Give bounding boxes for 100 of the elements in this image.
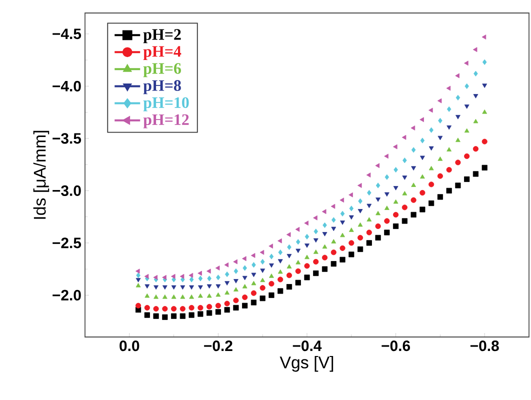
- point: [357, 183, 362, 188]
- point: [402, 134, 406, 140]
- point: [402, 204, 408, 210]
- point: [376, 182, 380, 188]
- point: [322, 209, 326, 214]
- point: [348, 192, 353, 198]
- point: [384, 192, 390, 197]
- point: [268, 280, 274, 286]
- point: [206, 293, 212, 298]
- point: [402, 158, 407, 164]
- point: [287, 244, 292, 250]
- y-axis-title: Ids [μA/mm]: [33, 130, 50, 219]
- point: [171, 313, 177, 319]
- point: [330, 204, 336, 209]
- point: [464, 104, 470, 109]
- point: [464, 153, 470, 159]
- legend-label: pH=10: [143, 97, 189, 112]
- point: [384, 218, 390, 224]
- point: [446, 125, 452, 130]
- point: [224, 290, 230, 295]
- point: [375, 223, 381, 230]
- point: [260, 296, 266, 302]
- point: [304, 254, 310, 260]
- point: [393, 186, 398, 190]
- point: [224, 262, 229, 268]
- point: [411, 147, 416, 153]
- point: [384, 206, 390, 210]
- point: [340, 210, 345, 216]
- point: [144, 304, 150, 311]
- point: [250, 300, 257, 306]
- point: [278, 238, 282, 244]
- point: [446, 106, 452, 112]
- point: [180, 285, 186, 290]
- point: [135, 268, 140, 274]
- legend-label: pH=4: [143, 46, 182, 60]
- point: [278, 250, 282, 256]
- point: [198, 285, 203, 290]
- point: [393, 144, 398, 150]
- point: [224, 300, 230, 306]
- legend-label: pH=6: [143, 63, 181, 78]
- point: [144, 312, 150, 318]
- x-tick-label: −0.8: [470, 340, 499, 352]
- point: [366, 172, 371, 178]
- point: [375, 234, 381, 241]
- point: [420, 174, 425, 179]
- point: [402, 176, 408, 180]
- point: [189, 285, 194, 290]
- point: [250, 290, 257, 296]
- point: [136, 272, 140, 278]
- point: [428, 200, 434, 206]
- point: [269, 263, 274, 268]
- point: [216, 274, 220, 280]
- point: [420, 190, 426, 196]
- point: [171, 294, 176, 299]
- point: [357, 246, 364, 252]
- point: [429, 127, 434, 133]
- point: [162, 314, 168, 320]
- point: [437, 173, 443, 179]
- point: [375, 163, 380, 168]
- point: [348, 240, 354, 246]
- point: [402, 191, 408, 196]
- point: [446, 86, 451, 91]
- point: [410, 212, 416, 218]
- point: [456, 94, 460, 100]
- point: [224, 272, 230, 278]
- point: [304, 274, 310, 280]
- point: [376, 210, 380, 216]
- point: [348, 215, 354, 220]
- point: [242, 265, 247, 271]
- point: [366, 204, 372, 208]
- point: [455, 73, 460, 78]
- point: [358, 198, 362, 204]
- point: [153, 306, 159, 312]
- point: [136, 278, 141, 282]
- point: [464, 60, 468, 66]
- point: [171, 274, 176, 279]
- point: [393, 212, 399, 218]
- point: [472, 47, 478, 52]
- point: [135, 302, 142, 308]
- point: [268, 292, 274, 298]
- point: [330, 250, 336, 256]
- point: [278, 276, 284, 282]
- point: [358, 222, 363, 227]
- point: [304, 263, 310, 269]
- point: [331, 226, 336, 232]
- point: [234, 279, 238, 284]
- point: [250, 253, 256, 258]
- point: [162, 306, 168, 312]
- legend-label: pH=2: [143, 29, 181, 44]
- point: [366, 230, 372, 236]
- point: [482, 59, 487, 65]
- point: [295, 268, 301, 274]
- point: [180, 313, 186, 319]
- point: [189, 276, 194, 282]
- point: [455, 182, 461, 188]
- point: [198, 270, 202, 276]
- point: [340, 245, 346, 251]
- point: [472, 146, 479, 152]
- point: [180, 274, 184, 279]
- point: [304, 244, 310, 248]
